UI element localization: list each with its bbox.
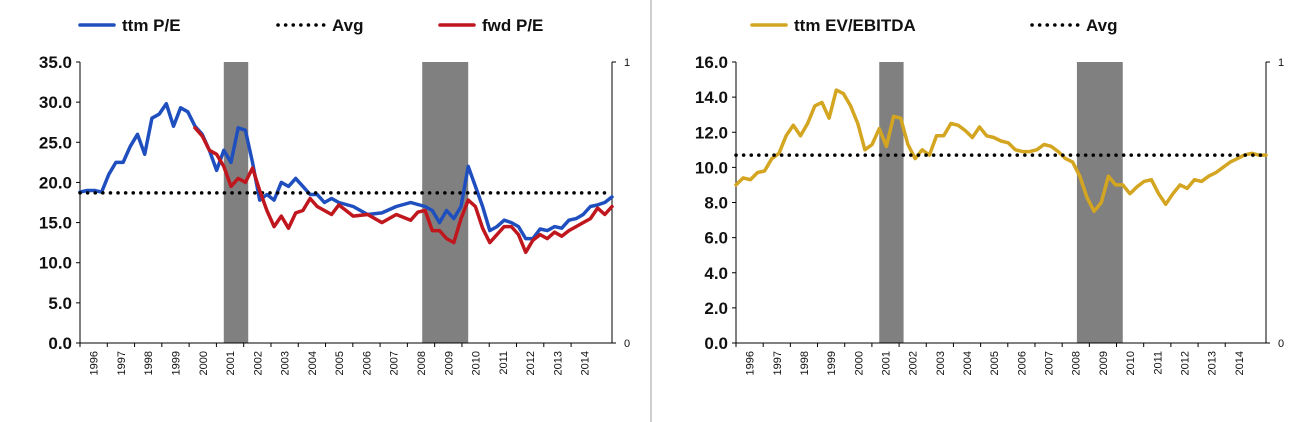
x-tick-label: 2011 (1152, 351, 1164, 375)
x-tick-label: 2011 (498, 351, 510, 375)
x-tick-label: 2003 (935, 351, 947, 375)
ev-ebitda-chart-panel: ttm EV/EBITDA Avg 0.0 2.0 4.0 6.0 8.0 10.0 12.0… (654, 0, 1301, 422)
x-tick-label: 2005 (334, 351, 346, 375)
y-tick-label: 0.0 (704, 334, 728, 353)
ev-ebitda-chart-legend: ttm EV/EBITDA Avg (750, 16, 1118, 35)
x-tick-label: 2002 (252, 351, 264, 375)
y-tick-label: 30.0 (39, 93, 72, 112)
x-tick-label: 1996 (89, 351, 101, 375)
x-tick-label: 1999 (826, 351, 838, 375)
x-tick-label: 2013 (552, 351, 564, 375)
y2-tick-label: 1 (1278, 57, 1284, 69)
x-tick-label: 2012 (525, 351, 537, 375)
x-tick-label: 2008 (416, 351, 428, 375)
x-tick-label: 2001 (880, 351, 892, 375)
x-tick-label: 2014 (580, 351, 592, 375)
x-tick-label: 2012 (1179, 351, 1191, 375)
x-tick-label: 1997 (772, 351, 784, 375)
x-tick-label: 2006 (361, 351, 373, 375)
y-tick-label: 2.0 (704, 299, 728, 318)
x-tick-label: 1998 (143, 351, 155, 375)
x-tick-label: 2014 (1234, 351, 1246, 375)
x-tick-label: 1996 (745, 351, 757, 375)
legend-label: Avg (1086, 16, 1118, 35)
ev-ebitda-plot-area: 0.0 2.0 4.0 6.0 8.0 10.0 12.0 14.0 16.0 0 1 1996 199… (695, 53, 1284, 375)
x-tick-label: 2009 (443, 351, 455, 375)
legend-label: ttm EV/EBITDA (794, 16, 916, 35)
y-tick-label: 35.0 (39, 53, 72, 72)
x-tick-label: 2009 (1098, 351, 1110, 375)
y-tick-label: 0.0 (48, 334, 72, 353)
x-tick-label: 2007 (389, 351, 401, 375)
y-tick-label: 10.0 (39, 254, 72, 273)
pe-chart-panel: ttm P/E Avg fwd P/E 0.0 5.0 10.0 15.0 20.0 25.0… (0, 0, 648, 422)
x-tick-label: 2004 (962, 351, 974, 375)
x-tick-label: 2003 (280, 351, 292, 375)
x-tick-label: 2001 (225, 351, 237, 375)
y-tick-label: 10.0 (695, 158, 728, 177)
pe-ratio-chart: ttm P/E Avg fwd P/E 0.0 5.0 10.0 15.0 20.0 25.0… (39, 16, 630, 375)
legend-label: Avg (332, 16, 364, 35)
x-tick-label: 2000 (853, 351, 865, 375)
x-tick-label: 2006 (1016, 351, 1028, 375)
y2-tick-label: 1 (624, 57, 630, 69)
y2-tick-label: 0 (1278, 338, 1284, 350)
pe-plot-area: 0.0 5.0 10.0 15.0 20.0 25.0 30.0 35.0 0 1 1996 1997… (39, 53, 630, 375)
y-tick-label: 5.0 (48, 294, 72, 313)
x-tick-label: 2004 (307, 351, 319, 375)
y-tick-label: 6.0 (704, 229, 728, 248)
y-tick-label: 20.0 (39, 173, 72, 192)
series-line-ttm-ev-ebitda (734, 88, 1268, 214)
x-tick-label: 2010 (471, 351, 483, 375)
y-tick-label: 14.0 (695, 88, 728, 107)
x-tick-label: 1997 (116, 351, 128, 375)
y2-tick-label: 0 (624, 338, 630, 350)
x-tick-label: 1999 (170, 351, 182, 375)
x-tick-label: 2005 (989, 351, 1001, 375)
x-tick-label: 2000 (198, 351, 210, 375)
x-tick-label: 1998 (799, 351, 811, 375)
x-tick-label: 2007 (1044, 351, 1056, 375)
y-tick-label: 4.0 (704, 264, 728, 283)
pe-chart-legend: ttm P/E Avg fwd P/E (78, 16, 543, 35)
recession-bar (223, 62, 249, 343)
recession-bar (879, 62, 904, 343)
legend-label: ttm P/E (122, 16, 181, 35)
y-tick-label: 15.0 (39, 214, 72, 233)
series-line-ttm-p-e (78, 101, 614, 241)
y-tick-label: 25.0 (39, 133, 72, 152)
y-tick-label: 8.0 (704, 194, 728, 213)
y-tick-label: 16.0 (695, 53, 728, 72)
x-tick-label: 2013 (1207, 351, 1219, 375)
x-tick-label: 2008 (1071, 351, 1083, 375)
x-tick-label: 2002 (908, 351, 920, 375)
legend-label: fwd P/E (482, 16, 543, 35)
panel-divider (650, 0, 652, 422)
series-line-fwd-p-e (193, 126, 614, 255)
x-tick-label: 2010 (1125, 351, 1137, 375)
y-tick-label: 12.0 (695, 123, 728, 142)
ev-ebitda-chart: ttm EV/EBITDA Avg 0.0 2.0 4.0 6.0 8.0 10.0 12.0… (695, 16, 1284, 375)
